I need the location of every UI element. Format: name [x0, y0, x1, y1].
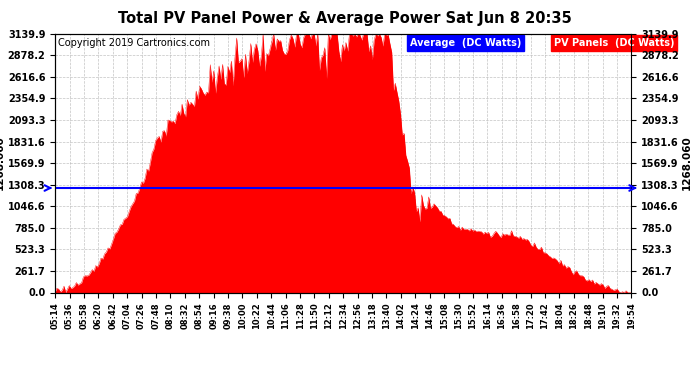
Text: Total PV Panel Power & Average Power Sat Jun 8 20:35: Total PV Panel Power & Average Power Sat…: [118, 11, 572, 26]
Text: PV Panels  (DC Watts): PV Panels (DC Watts): [553, 38, 674, 48]
Y-axis label: 1268.060: 1268.060: [682, 136, 690, 190]
Text: Average  (DC Watts): Average (DC Watts): [410, 38, 521, 48]
Text: Copyright 2019 Cartronics.com: Copyright 2019 Cartronics.com: [58, 38, 210, 48]
Y-axis label: 1268.060: 1268.060: [0, 136, 5, 190]
